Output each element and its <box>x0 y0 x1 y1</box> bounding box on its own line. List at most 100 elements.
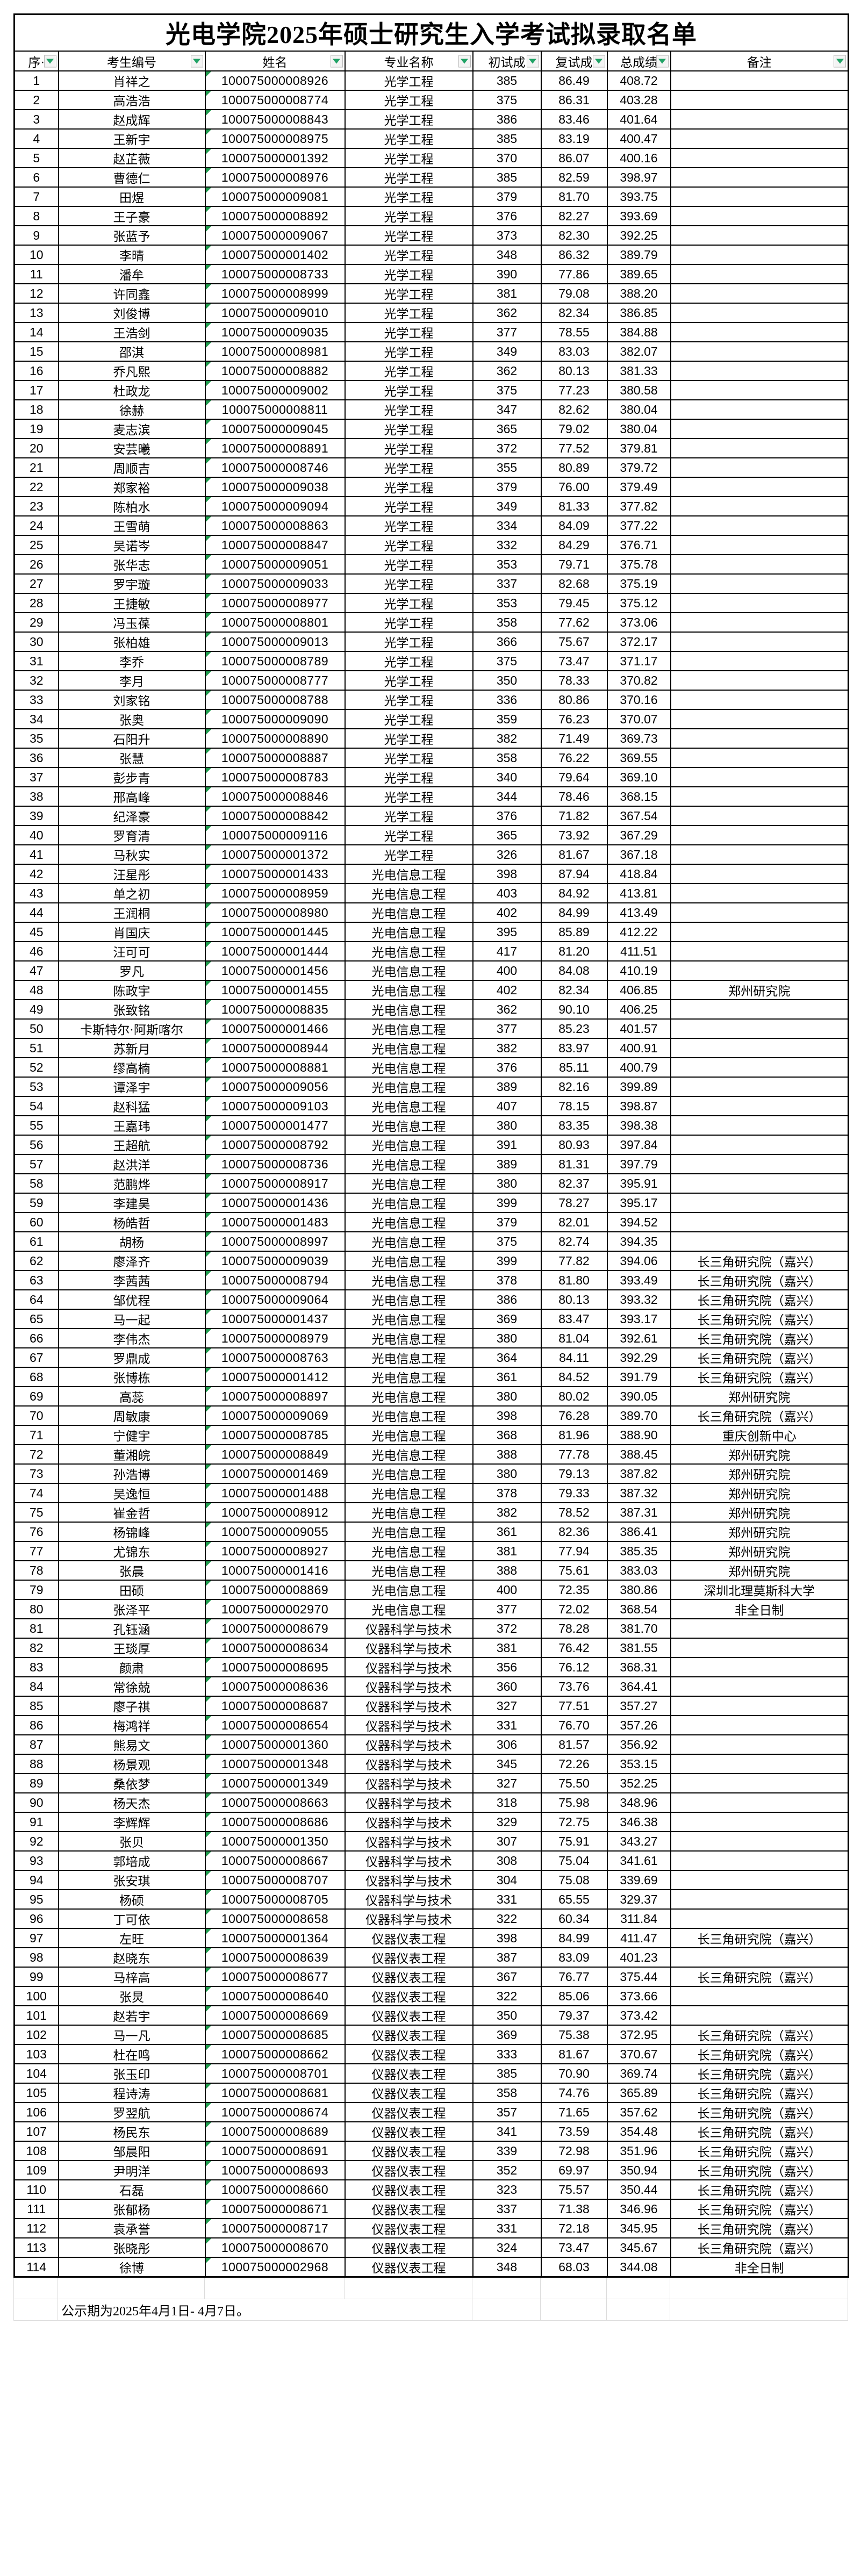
serial-cell[interactable]: 55 <box>13 1115 59 1136</box>
serial-cell[interactable]: 96 <box>13 1908 59 1929</box>
empty-cell[interactable] <box>540 2278 607 2299</box>
candidate-name-cell[interactable]: 孙浩博 <box>58 1463 206 1484</box>
initial-score-cell[interactable]: 367 <box>472 1967 542 1987</box>
candidate-name-cell[interactable]: 周敏康 <box>58 1405 206 1426</box>
candidate-name-cell[interactable]: 李辉辉 <box>58 1812 206 1832</box>
initial-score-cell[interactable]: 385 <box>472 2063 542 2084</box>
retest-score-cell[interactable]: 83.47 <box>540 1309 608 1329</box>
total-score-cell[interactable]: 389.79 <box>606 245 671 265</box>
remark-cell[interactable] <box>670 1173 849 1194</box>
candidate-number-cell[interactable]: 100075000008977 <box>204 593 346 613</box>
remark-cell[interactable] <box>670 186 849 207</box>
initial-score-cell[interactable]: 395 <box>472 922 542 942</box>
remark-cell[interactable] <box>670 999 849 1020</box>
candidate-number-cell[interactable]: 100075000008686 <box>204 1812 346 1832</box>
candidate-name-cell[interactable]: 熊易文 <box>58 1734 206 1755</box>
candidate-number-cell[interactable]: 100075000008717 <box>204 2218 346 2238</box>
candidate-name-cell[interactable]: 郭培成 <box>58 1850 206 1871</box>
retest-score-cell[interactable]: 68.03 <box>540 2257 608 2278</box>
serial-cell[interactable]: 1 <box>13 70 59 91</box>
initial-score-cell[interactable]: 358 <box>472 748 542 768</box>
total-score-cell[interactable]: 375.78 <box>606 554 671 575</box>
candidate-name-cell[interactable]: 陈柏水 <box>58 496 206 516</box>
total-score-cell[interactable]: 375.12 <box>606 593 671 613</box>
total-score-cell[interactable]: 394.35 <box>606 1231 671 1252</box>
serial-cell[interactable]: 16 <box>13 361 59 381</box>
serial-cell[interactable]: 29 <box>13 612 59 633</box>
initial-score-cell[interactable]: 326 <box>472 844 542 865</box>
retest-score-cell[interactable]: 78.46 <box>540 786 608 807</box>
serial-cell[interactable]: 32 <box>13 670 59 691</box>
remark-cell[interactable]: 长三角研究院（嘉兴） <box>670 1328 849 1348</box>
serial-cell[interactable]: 13 <box>13 303 59 323</box>
serial-cell[interactable]: 37 <box>13 767 59 787</box>
total-score-cell[interactable]: 339.69 <box>606 1870 671 1890</box>
total-score-cell[interactable]: 392.29 <box>606 1347 671 1368</box>
major-cell[interactable]: 光电信息工程 <box>344 980 473 1000</box>
candidate-name-cell[interactable]: 丁可依 <box>58 1908 206 1929</box>
initial-score-cell[interactable]: 391 <box>472 1135 542 1155</box>
serial-cell[interactable]: 48 <box>13 980 59 1000</box>
candidate-number-cell[interactable]: 100075000009056 <box>204 1077 346 1097</box>
serial-cell[interactable]: 72 <box>13 1444 59 1465</box>
retest-score-cell[interactable]: 80.13 <box>540 361 608 381</box>
major-cell[interactable]: 光电信息工程 <box>344 1599 473 1619</box>
serial-cell[interactable]: 43 <box>13 883 59 903</box>
remark-cell[interactable] <box>670 515 849 536</box>
candidate-name-cell[interactable]: 张泽平 <box>58 1599 206 1619</box>
candidate-name-cell[interactable]: 董湘皖 <box>58 1444 206 1465</box>
total-score-cell[interactable]: 389.70 <box>606 1405 671 1426</box>
candidate-number-cell[interactable]: 100075000008763 <box>204 1347 346 1368</box>
serial-cell[interactable]: 2 <box>13 90 59 110</box>
candidate-number-cell[interactable]: 100075000008670 <box>204 2237 346 2258</box>
serial-cell[interactable]: 75 <box>13 1502 59 1523</box>
candidate-number-cell[interactable]: 100075000008662 <box>204 2044 346 2064</box>
remark-cell[interactable] <box>670 1154 849 1174</box>
candidate-name-cell[interactable]: 罗宇璇 <box>58 573 206 594</box>
major-cell[interactable]: 光学工程 <box>344 670 473 691</box>
major-cell[interactable]: 光学工程 <box>344 457 473 478</box>
candidate-name-cell[interactable]: 安芸曦 <box>58 438 206 458</box>
initial-score-cell[interactable]: 334 <box>472 515 542 536</box>
remark-cell[interactable]: 长三角研究院（嘉兴） <box>670 1347 849 1368</box>
total-score-cell[interactable]: 385.35 <box>606 1541 671 1561</box>
initial-score-cell[interactable]: 355 <box>472 457 542 478</box>
retest-score-cell[interactable]: 82.59 <box>540 167 608 188</box>
retest-score-cell[interactable]: 74.76 <box>540 2083 608 2103</box>
major-cell[interactable]: 光电信息工程 <box>344 1057 473 1078</box>
candidate-name-cell[interactable]: 李月 <box>58 670 206 691</box>
initial-score-cell[interactable]: 341 <box>472 2121 542 2142</box>
remark-cell[interactable]: 郑州研究院 <box>670 1522 849 1542</box>
remark-cell[interactable] <box>670 148 849 168</box>
retest-score-cell[interactable]: 80.89 <box>540 457 608 478</box>
candidate-number-cell[interactable]: 100075000009033 <box>204 573 346 594</box>
remark-cell[interactable]: 郑州研究院 <box>670 1463 849 1484</box>
candidate-name-cell[interactable]: 杨民东 <box>58 2121 206 2142</box>
retest-score-cell[interactable]: 82.37 <box>540 1173 608 1194</box>
major-cell[interactable]: 仪器仪表工程 <box>344 1967 473 1987</box>
serial-cell[interactable]: 65 <box>13 1309 59 1329</box>
serial-cell[interactable]: 70 <box>13 1405 59 1426</box>
remark-cell[interactable] <box>670 1676 849 1697</box>
candidate-name-cell[interactable]: 缪高楠 <box>58 1057 206 1078</box>
remark-cell[interactable] <box>670 612 849 633</box>
retest-score-cell[interactable]: 73.76 <box>540 1676 608 1697</box>
major-cell[interactable]: 光学工程 <box>344 438 473 458</box>
total-score-cell[interactable]: 395.17 <box>606 1193 671 1213</box>
remark-cell[interactable] <box>670 380 849 400</box>
total-score-cell[interactable]: 375.44 <box>606 1967 671 1987</box>
initial-score-cell[interactable]: 337 <box>472 2199 542 2219</box>
major-cell[interactable]: 光电信息工程 <box>344 941 473 961</box>
total-score-cell[interactable]: 370.16 <box>606 690 671 710</box>
serial-cell[interactable]: 88 <box>13 1754 59 1774</box>
remark-cell[interactable]: 非全日制 <box>670 1599 849 1619</box>
initial-score-cell[interactable]: 327 <box>472 1773 542 1793</box>
candidate-name-cell[interactable]: 王超航 <box>58 1135 206 1155</box>
remark-cell[interactable] <box>670 1077 849 1097</box>
empty-cell[interactable] <box>606 2278 670 2299</box>
empty-cell[interactable] <box>606 2299 670 2321</box>
remark-cell[interactable] <box>670 806 849 826</box>
initial-score-cell[interactable]: 382 <box>472 728 542 749</box>
initial-score-cell[interactable]: 399 <box>472 1193 542 1213</box>
initial-score-cell[interactable]: 356 <box>472 1657 542 1677</box>
